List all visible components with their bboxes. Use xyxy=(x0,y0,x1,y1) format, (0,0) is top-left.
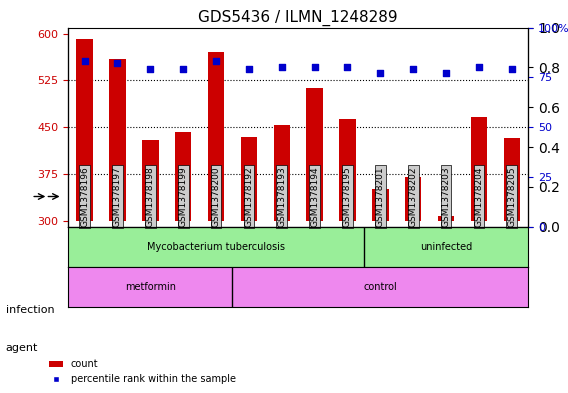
Bar xyxy=(306,88,323,220)
Point xyxy=(146,66,155,72)
Text: Mycobacterium tuberculosis: Mycobacterium tuberculosis xyxy=(147,242,285,252)
Point xyxy=(310,64,319,70)
Text: uninfected: uninfected xyxy=(420,242,472,252)
Point xyxy=(474,64,483,70)
Bar xyxy=(109,59,126,220)
Text: GSM1378199: GSM1378199 xyxy=(179,166,187,227)
Text: GSM1378201: GSM1378201 xyxy=(376,166,385,227)
Text: GSM1378205: GSM1378205 xyxy=(507,166,516,227)
Point xyxy=(507,66,516,72)
Bar xyxy=(76,39,93,220)
Point xyxy=(244,66,253,72)
Text: GSM1378202: GSM1378202 xyxy=(409,166,417,227)
Bar xyxy=(68,227,364,267)
Bar xyxy=(339,119,356,220)
Point xyxy=(376,70,385,77)
Text: GSM1378198: GSM1378198 xyxy=(146,166,155,227)
Bar xyxy=(471,117,487,220)
Bar xyxy=(241,136,257,220)
Point xyxy=(113,60,122,66)
Text: GSM1378195: GSM1378195 xyxy=(343,166,352,227)
Bar xyxy=(142,140,158,220)
Text: infection: infection xyxy=(6,305,55,316)
Point xyxy=(409,66,418,72)
Text: GSM1378194: GSM1378194 xyxy=(310,166,319,227)
Text: GSM1378197: GSM1378197 xyxy=(113,166,122,227)
Text: GSM1378204: GSM1378204 xyxy=(474,166,483,227)
Text: control: control xyxy=(364,282,397,292)
Bar xyxy=(372,189,389,220)
Text: metformin: metformin xyxy=(125,282,176,292)
Bar xyxy=(274,125,290,220)
Point xyxy=(211,58,220,64)
Bar xyxy=(504,138,520,220)
Bar xyxy=(438,216,454,220)
Point xyxy=(178,66,187,72)
Point xyxy=(277,64,286,70)
Text: agent: agent xyxy=(6,343,38,353)
Text: GSM1378203: GSM1378203 xyxy=(441,166,450,227)
Bar xyxy=(175,132,191,220)
Point xyxy=(441,70,450,77)
Legend: count, percentile rank within the sample: count, percentile rank within the sample xyxy=(45,356,240,388)
Point xyxy=(80,58,89,64)
Bar xyxy=(405,177,421,220)
Title: GDS5436 / ILMN_1248289: GDS5436 / ILMN_1248289 xyxy=(198,10,398,26)
Text: GSM1378193: GSM1378193 xyxy=(277,166,286,227)
Point xyxy=(343,64,352,70)
Text: GSM1378196: GSM1378196 xyxy=(80,166,89,227)
Bar xyxy=(208,52,224,220)
Text: GSM1378192: GSM1378192 xyxy=(244,166,253,227)
Text: GSM1378200: GSM1378200 xyxy=(211,166,220,227)
Bar xyxy=(364,227,528,267)
